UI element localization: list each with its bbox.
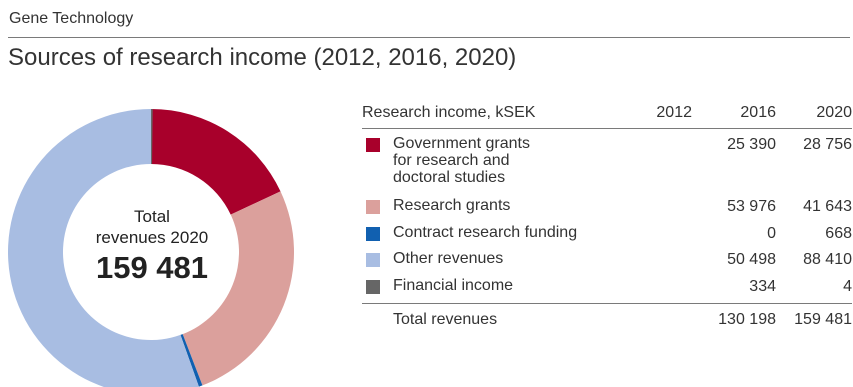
table-row: Research grants 53 976 41 643	[362, 197, 852, 224]
donut-slice-3	[180, 334, 203, 387]
legend-swatch	[366, 200, 380, 214]
column-header-category: Research income, kSEK	[362, 104, 536, 121]
donut-center-value: 159 481	[95, 250, 209, 285]
page-title: Sources of research income (2012, 2016, …	[8, 44, 517, 71]
donut-center-label-text: Total revenues 2020	[95, 207, 209, 247]
table-total-row: Total revenues 130 198 159 481	[362, 303, 852, 337]
total-2016: 130 198	[692, 303, 776, 337]
cell-2016: 0	[767, 224, 776, 242]
column-header-2016: 2016	[740, 104, 776, 121]
row-label: Research grants	[393, 197, 511, 214]
cell-2020: 28 756	[803, 136, 852, 153]
legend-swatch	[366, 226, 380, 241]
cell-2020: 88 410	[803, 251, 852, 268]
legend-swatch	[366, 138, 380, 152]
column-header-2012: 2012	[656, 104, 692, 121]
table-row: Government grants for research and docto…	[362, 129, 852, 198]
cell-2016: 50 498	[727, 251, 776, 268]
cell-2020: 4	[843, 277, 852, 295]
table-row: Financial income 334 4	[362, 277, 852, 304]
table-header-row: Research income, kSEK 2012 2016 2020	[362, 104, 852, 129]
row-label: Contract research funding	[393, 223, 578, 241]
table-row: Other revenues 50 498 88 410	[362, 250, 852, 277]
table-row: Contract research funding 0 668	[362, 224, 852, 251]
row-label: Government grants for research and docto…	[393, 135, 530, 186]
cell-2016: 334	[749, 277, 776, 295]
cell-2012	[622, 277, 692, 304]
cell-2016: 25 390	[727, 136, 776, 153]
cell-2020: 41 643	[803, 198, 852, 215]
table-body: Government grants for research and docto…	[362, 129, 852, 337]
cell-2012	[622, 129, 692, 198]
row-label: Financial income	[393, 276, 514, 294]
row-label-cell: Financial income	[362, 277, 622, 304]
cell-2012	[622, 250, 692, 277]
legend-swatch	[366, 253, 380, 267]
donut-slice-5	[150, 109, 153, 165]
total-label: Total revenues	[362, 303, 622, 337]
total-2012	[622, 303, 692, 337]
row-label-cell: Research grants	[362, 197, 622, 224]
donut-slice-4	[8, 109, 199, 387]
section-label: Gene Technology	[9, 10, 134, 27]
row-label-cell: Other revenues	[362, 250, 622, 277]
donut-center-label: Total revenues 2020	[62, 206, 242, 248]
donut-slice-1	[151, 109, 281, 215]
legend-swatch	[366, 279, 380, 294]
row-label: Other revenues	[393, 250, 504, 267]
cell-2020: 668	[825, 224, 852, 242]
income-table: Research income, kSEK 2012 2016 2020 Gov…	[362, 104, 852, 337]
row-label-cell: Contract research funding	[362, 224, 622, 251]
row-label-cell: Government grants for research and docto…	[362, 129, 622, 198]
cell-2016: 53 976	[727, 198, 776, 215]
cell-2012	[622, 197, 692, 224]
donut-slices	[8, 109, 294, 387]
header-divider	[8, 37, 850, 38]
total-2020: 159 481	[776, 303, 852, 337]
cell-2012	[622, 224, 692, 251]
donut-slice-2	[182, 191, 294, 386]
column-header-2020: 2020	[816, 104, 852, 121]
